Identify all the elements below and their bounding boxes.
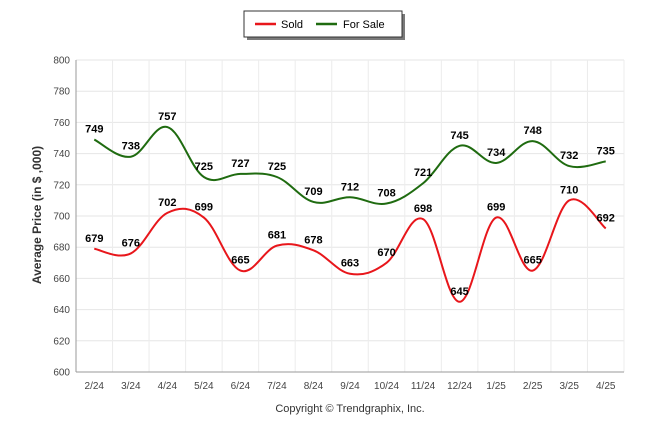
data-label-sold: 665 <box>523 255 541 267</box>
x-tick-label: 8/24 <box>304 381 324 392</box>
y-tick-label: 720 <box>53 180 70 191</box>
y-tick-label: 680 <box>53 243 70 254</box>
y-tick-label: 660 <box>53 274 70 285</box>
data-label-for-sale: 734 <box>487 147 506 159</box>
data-label-sold: 670 <box>377 247 395 259</box>
x-tick-label: 2/24 <box>85 381 105 392</box>
data-label-sold: 676 <box>122 237 140 249</box>
legend-label-for-sale: For Sale <box>343 19 385 31</box>
data-label-sold: 679 <box>85 233 103 245</box>
copyright-footer: Copyright © Trendgraphix, Inc. <box>275 403 424 415</box>
data-label-sold: 645 <box>450 286 468 298</box>
data-label-for-sale: 712 <box>341 181 359 193</box>
data-label-sold: 681 <box>268 230 286 242</box>
data-label-for-sale: 732 <box>560 150 578 162</box>
data-label-for-sale: 738 <box>122 141 140 153</box>
x-tick-label: 11/24 <box>411 381 436 392</box>
x-tick-label: 4/25 <box>596 381 616 392</box>
grid-lines <box>75 59 625 373</box>
y-tick-labels: 600 620 640 660 680 700 720 740 760 780 800 <box>53 56 70 379</box>
series-lines <box>93 126 607 303</box>
x-tick-label: 9/24 <box>340 381 360 392</box>
y-tick-label: 780 <box>53 87 70 98</box>
y-tick-label: 700 <box>53 212 70 223</box>
data-label-for-sale: 748 <box>523 125 541 137</box>
x-tick-label: 6/24 <box>231 381 251 392</box>
data-labels: 679 676 702 699 665 681 678 663 670 698 645 699 665 7… <box>85 111 615 298</box>
data-label-for-sale: 709 <box>304 186 322 198</box>
data-label-for-sale: 745 <box>450 130 468 142</box>
data-label-sold: 702 <box>158 197 176 209</box>
data-label-for-sale: 727 <box>231 158 249 170</box>
data-label-sold: 710 <box>560 184 578 196</box>
y-tick-label: 740 <box>53 149 70 160</box>
data-label-sold: 663 <box>341 258 359 270</box>
series-line-sold <box>94 198 607 303</box>
legend-label-sold: Sold <box>281 19 303 31</box>
y-tick-label: 620 <box>53 336 70 347</box>
data-label-for-sale: 725 <box>268 161 286 173</box>
data-label-sold: 699 <box>195 202 213 214</box>
x-tick-label: 1/25 <box>486 381 506 392</box>
data-label-for-sale: 757 <box>158 111 176 123</box>
series-line-for-sale <box>93 126 606 205</box>
x-tick-label: 3/24 <box>121 381 141 392</box>
x-tick-label: 2/25 <box>523 381 543 392</box>
data-label-for-sale: 721 <box>414 167 432 179</box>
axes <box>75 60 624 373</box>
y-axis-title: Average Price (in $ ,000) <box>30 146 44 284</box>
y-tick-label: 600 <box>53 368 70 379</box>
legend[interactable]: Sold For Sale <box>243 10 405 40</box>
y-tick-label: 640 <box>53 305 70 316</box>
data-label-for-sale: 708 <box>377 188 395 200</box>
data-label-for-sale: 735 <box>597 145 615 157</box>
data-label-sold: 699 <box>487 202 505 214</box>
x-tick-label: 5/24 <box>194 381 214 392</box>
data-label-for-sale: 725 <box>195 161 213 173</box>
data-label-sold: 678 <box>304 234 322 246</box>
x-tick-label: 7/24 <box>267 381 287 392</box>
x-tick-label: 4/24 <box>158 381 178 392</box>
data-label-sold: 665 <box>231 255 249 267</box>
data-label-for-sale: 749 <box>85 124 103 136</box>
y-tick-label: 800 <box>53 56 70 67</box>
data-label-sold: 692 <box>597 212 615 224</box>
x-tick-label: 3/25 <box>559 381 579 392</box>
x-tick-labels: 2/24 3/24 4/24 5/24 6/24 7/24 8/24 9/24 10/24 11/… <box>85 381 616 392</box>
data-label-sold: 698 <box>414 203 432 215</box>
x-tick-label: 12/24 <box>447 381 472 392</box>
y-tick-label: 760 <box>53 118 70 129</box>
x-tick-label: 10/24 <box>374 381 399 392</box>
